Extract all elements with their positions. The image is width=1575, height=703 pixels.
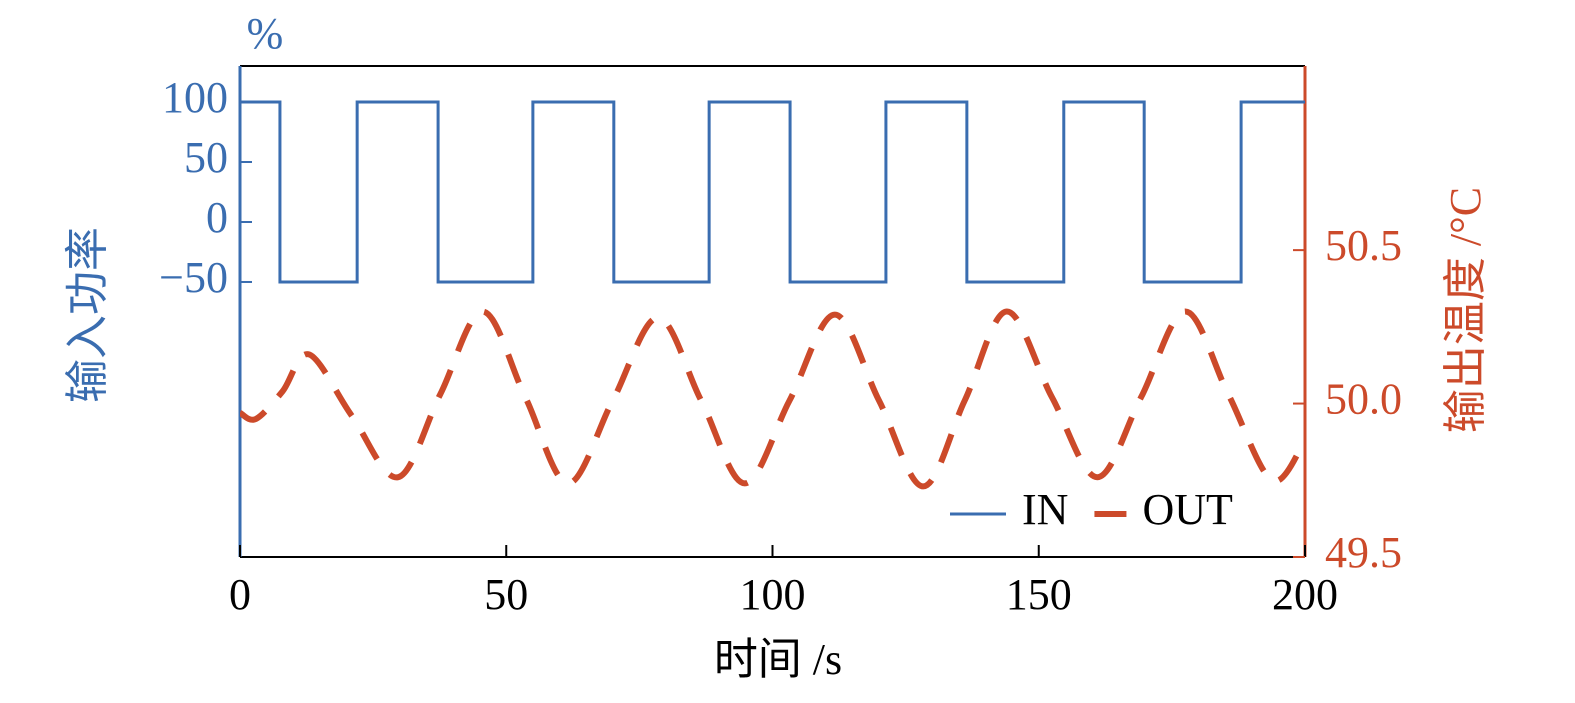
y-tick-label: 0 — [206, 193, 228, 242]
y2-tick-label: 49.5 — [1325, 528, 1402, 577]
y-tick-label: 50 — [184, 133, 228, 182]
y2-tick-label: 50.0 — [1325, 375, 1402, 424]
x-tick-label: 200 — [1272, 570, 1338, 619]
y2-axis-label: 输出温度 /°C — [1441, 187, 1490, 433]
x-tick-label: 0 — [229, 570, 251, 619]
y2-tick-label: 50.5 — [1325, 221, 1402, 270]
y-axis-label: 输入功率 — [63, 227, 112, 403]
line-series — [240, 308, 1305, 490]
x-tick-label: 150 — [1006, 570, 1072, 619]
legend-label: OUT — [1142, 485, 1233, 534]
chart-title: % — [247, 9, 284, 58]
x-tick-label: 50 — [484, 570, 528, 619]
y-tick-label: 100 — [162, 73, 228, 122]
x-axis-label: 时间 /s — [714, 635, 842, 684]
plot-area — [240, 100, 1305, 490]
legend-label: IN — [1022, 485, 1068, 534]
line-series — [240, 100, 1305, 284]
y-tick-label: −50 — [159, 253, 228, 302]
x-tick-label: 100 — [740, 570, 806, 619]
